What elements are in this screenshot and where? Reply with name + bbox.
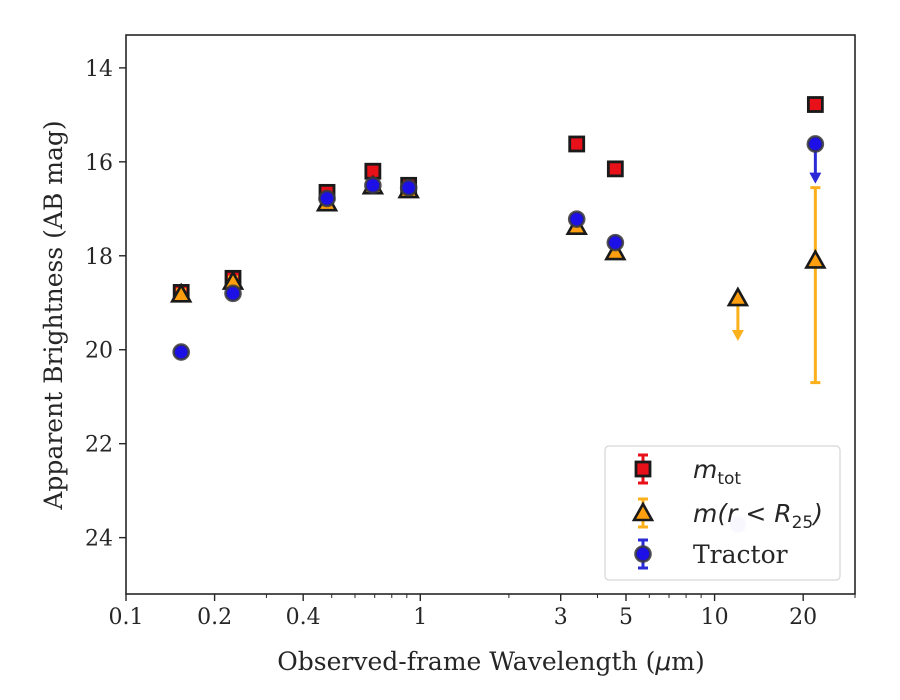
x-tick-label: 10 <box>701 605 729 630</box>
triangle-marker <box>631 501 655 522</box>
plot-frame <box>125 34 856 595</box>
x-tick-label: 0.2 <box>197 605 232 630</box>
x-tick-label: 0.1 <box>109 605 144 630</box>
circle-marker <box>806 135 825 153</box>
circle-marker <box>399 178 418 197</box>
x-tick-label: 1 <box>413 605 427 630</box>
legend-label-tail: ) <box>811 499 823 528</box>
y-tick-label: 14 <box>85 57 113 82</box>
legend-label-sub: tot <box>717 469 741 489</box>
legend-label-main: Tractor <box>693 540 788 569</box>
legend-label: Tractor <box>693 540 788 569</box>
circle-marker <box>318 189 336 208</box>
x-axis-label-unit: μ <box>654 647 671 676</box>
circle-marker <box>224 284 242 303</box>
circle-marker <box>606 233 625 252</box>
circle-marker <box>567 210 586 228</box>
upper-limit-arrow <box>809 172 822 184</box>
x-axis-label: Observed-frame Wavelength (μm) <box>277 647 704 676</box>
legend-label: mtot <box>693 455 741 489</box>
axis-ticks: 0.1 0.2 0.4 1 3 5 10 20 14 16 18 20 22 24 <box>85 57 856 630</box>
y-tick-label: 24 <box>85 527 113 552</box>
x-tick-label: 3 <box>554 605 568 630</box>
upper-limit-arrow <box>731 329 744 341</box>
triangle-marker <box>726 286 750 307</box>
legend-entry-tractor: Tractor <box>634 538 788 570</box>
triangle-marker <box>804 248 827 269</box>
y-tick-label: 20 <box>85 339 113 364</box>
circle-marker <box>172 343 190 361</box>
x-tick-label: 0.4 <box>286 605 321 630</box>
x-tick-label: 5 <box>619 605 633 630</box>
legend-frame <box>604 445 841 581</box>
legend-label-main: m(r < R <box>693 499 792 528</box>
x-tick-label: 20 <box>789 605 817 630</box>
y-axis-label: Apparent Brightness (AB mag) <box>39 120 68 510</box>
legend-label-sub: 25 <box>792 513 814 533</box>
legend-entry-mtot: mtot <box>634 453 741 489</box>
square-marker <box>806 96 824 113</box>
y-tick-label: 22 <box>85 433 113 458</box>
legend-label: m(r < R25) <box>693 499 823 533</box>
y-tick-label: 18 <box>85 245 113 270</box>
square-marker <box>634 460 652 478</box>
circle-marker <box>364 176 382 195</box>
legend: mtot m(r < R25) Tractor <box>604 445 841 581</box>
circle-marker <box>634 545 652 563</box>
plot-marks <box>169 96 827 534</box>
square-marker <box>606 160 624 178</box>
triangle-marker <box>169 282 193 303</box>
legend-label-main: m <box>693 455 717 484</box>
y-tick-label: 16 <box>85 151 113 176</box>
square-marker <box>568 135 586 153</box>
legend-entry-m_r25: m(r < R25) <box>631 497 823 533</box>
